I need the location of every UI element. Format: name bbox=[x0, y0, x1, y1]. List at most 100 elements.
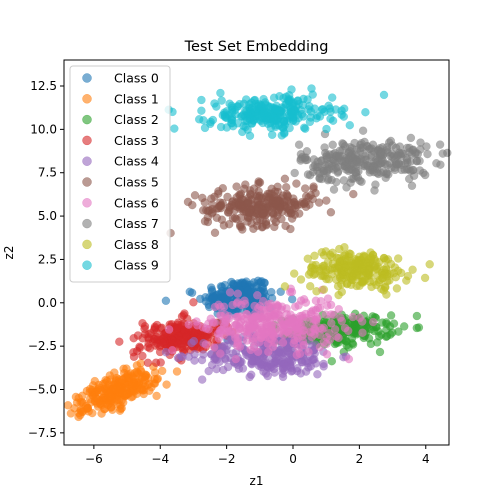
data-point bbox=[443, 148, 452, 158]
data-point bbox=[277, 131, 287, 140]
data-point bbox=[217, 282, 227, 292]
data-point bbox=[360, 155, 370, 165]
data-point bbox=[300, 124, 310, 133]
data-point bbox=[293, 364, 302, 373]
legend-label: Class 5 bbox=[114, 175, 159, 190]
data-point bbox=[267, 189, 276, 198]
data-point bbox=[144, 333, 153, 342]
data-point bbox=[66, 409, 76, 418]
data-point bbox=[423, 149, 432, 159]
data-point bbox=[357, 138, 366, 148]
data-point bbox=[337, 106, 346, 115]
data-point bbox=[257, 313, 267, 322]
data-point bbox=[103, 388, 113, 397]
data-point bbox=[382, 143, 392, 152]
data-point bbox=[212, 364, 221, 374]
data-point bbox=[271, 354, 281, 363]
data-point bbox=[162, 380, 171, 389]
legend-item: Class 7 bbox=[82, 216, 159, 231]
data-point bbox=[358, 259, 368, 268]
data-point bbox=[308, 90, 317, 99]
data-point bbox=[231, 333, 240, 343]
data-point bbox=[236, 220, 245, 230]
data-point bbox=[282, 362, 291, 371]
data-point bbox=[85, 384, 95, 394]
data-point bbox=[420, 170, 430, 180]
data-point bbox=[358, 126, 368, 135]
data-point bbox=[364, 265, 374, 274]
data-point bbox=[279, 117, 289, 127]
data-point bbox=[204, 366, 213, 376]
legend-label: Class 6 bbox=[114, 195, 159, 210]
data-point bbox=[168, 345, 177, 355]
data-point bbox=[415, 156, 424, 166]
data-point bbox=[197, 106, 206, 115]
legend-item: Class 1 bbox=[82, 91, 159, 106]
data-point bbox=[347, 259, 356, 268]
data-point bbox=[233, 279, 243, 288]
data-point bbox=[191, 328, 200, 337]
data-point bbox=[301, 309, 310, 319]
data-point bbox=[313, 370, 322, 379]
data-point bbox=[117, 375, 127, 384]
x-tick-label: 4 bbox=[422, 452, 430, 466]
data-point bbox=[164, 325, 174, 334]
data-point bbox=[408, 265, 417, 274]
data-point bbox=[319, 285, 329, 294]
data-point bbox=[209, 292, 218, 302]
data-point bbox=[382, 318, 391, 327]
data-point bbox=[277, 305, 286, 315]
legend-label: Class 8 bbox=[114, 237, 159, 252]
data-point bbox=[337, 316, 347, 326]
data-point bbox=[152, 391, 161, 401]
data-point bbox=[91, 393, 100, 402]
data-point bbox=[157, 366, 167, 376]
data-point bbox=[280, 174, 290, 184]
y-tick-label: 5.0 bbox=[38, 209, 57, 223]
data-point bbox=[290, 210, 300, 219]
legend-marker bbox=[82, 177, 92, 187]
data-point bbox=[254, 99, 264, 109]
data-point bbox=[292, 179, 301, 188]
data-point bbox=[411, 148, 420, 157]
data-point bbox=[301, 155, 310, 165]
data-point bbox=[222, 123, 232, 132]
data-point bbox=[115, 406, 125, 415]
data-point bbox=[246, 370, 256, 380]
data-point bbox=[276, 287, 285, 297]
data-point bbox=[325, 335, 335, 345]
data-point bbox=[386, 136, 396, 146]
data-point bbox=[248, 103, 257, 113]
data-point bbox=[210, 353, 220, 363]
data-point bbox=[278, 372, 288, 382]
data-point bbox=[140, 375, 150, 385]
data-point bbox=[216, 88, 225, 98]
legend-marker bbox=[82, 73, 92, 83]
series-class-7 bbox=[290, 126, 452, 195]
data-point bbox=[435, 140, 445, 149]
data-point bbox=[198, 206, 208, 215]
data-point bbox=[325, 150, 334, 159]
series-class-6 bbox=[164, 284, 378, 364]
data-point bbox=[335, 244, 344, 254]
data-point bbox=[329, 185, 339, 194]
data-point bbox=[253, 196, 262, 206]
data-point bbox=[287, 294, 297, 304]
data-point bbox=[370, 186, 379, 195]
data-point bbox=[172, 367, 182, 376]
y-axis-label: z2 bbox=[2, 246, 16, 260]
data-point bbox=[264, 347, 273, 357]
data-point bbox=[273, 211, 282, 220]
data-point bbox=[140, 324, 149, 333]
data-point bbox=[406, 157, 415, 166]
data-point bbox=[348, 339, 357, 348]
data-point bbox=[317, 174, 326, 184]
data-point bbox=[209, 343, 219, 352]
data-point bbox=[102, 376, 112, 386]
data-point bbox=[407, 181, 417, 191]
data-point bbox=[342, 279, 352, 289]
data-point bbox=[197, 375, 207, 384]
data-point bbox=[308, 306, 318, 315]
data-point bbox=[281, 182, 291, 192]
data-point bbox=[236, 189, 246, 198]
